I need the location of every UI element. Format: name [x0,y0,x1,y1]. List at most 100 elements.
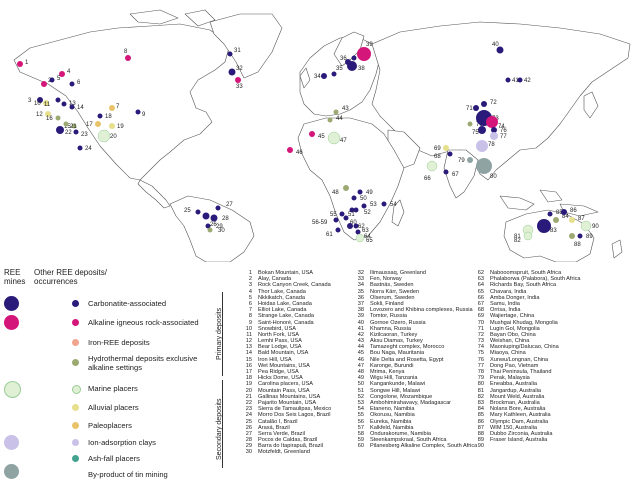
deposit-number: 55 [357,412,364,419]
deposit-name: Araxá, Brazil [258,424,290,431]
legend-mine-ion-swatch [4,435,19,450]
deposit-name: Wigu Hill, Tanzania [370,375,418,382]
other-deposits-heading: Other REE deposits/ occurrences [34,268,107,286]
deposit-number: 90 [477,443,484,450]
deposit-list-item: 66 Amba Donger, India [470,295,580,301]
deposit-name: Mrima, Kenya [370,369,405,375]
deposit-name: Steenkampskraal, South Africa [370,437,447,444]
deposit-number: 43 [357,338,364,345]
deposit-name: Nkkikatch, Canada [258,294,305,301]
deposit-list-item: 30 Motzfeldt, Greenland [238,449,331,455]
deposit-map-label: 66 [424,176,431,182]
legend-label-paleoplacers: Paleoplacers [88,421,132,430]
deposit-number: 48 [357,369,364,375]
deposit-list-item: 14 Bald Mountain, USA [238,350,331,356]
deposit-marker [43,100,49,106]
deposit-list-item: 69 Wajiertage, China [470,313,580,319]
deposit-map-label: 74 [498,124,505,130]
deposit-map-label: 45 [318,134,325,140]
primary-bracket [222,292,223,376]
deposit-marker [353,207,359,213]
deposit-marker [202,212,210,220]
deposit-map-label: 9 [142,112,146,118]
deposit-marker [37,97,43,103]
deposit-map-label: 78 [488,142,495,148]
primary-deposits-label: Primary deposits [216,307,223,360]
deposit-name: Mushgai Khudag, Mongolia [490,319,558,326]
deposit-number: 54 [357,406,364,413]
deposit-list-item: 56 Eureka, Namibia [350,419,477,425]
land-outlines [13,9,631,262]
deposit-number: 86 [477,418,484,425]
deposit-marker [537,219,551,233]
deposit-number: 34 [357,282,364,289]
deposit-number: 88 [477,430,484,437]
deposit-list-item: 72 Bayan Obo, China [470,332,580,338]
deposit-marker [476,140,488,152]
deposit-list-item: 17 Pea Ridge, USA [238,369,331,375]
deposit-number: 68 [477,307,484,314]
deposit-marker [351,195,357,201]
deposit-map-label: 42 [524,78,531,84]
deposit-marker [45,111,51,117]
deposit-number: 12 [245,338,252,345]
legend-other-alkaline-swatch [72,319,79,326]
deposit-name: Norra Kärr, Sweden [370,288,420,295]
deposit-number: 9 [248,319,252,326]
deposit-map-label: 23 [81,132,88,138]
deposit-marker [569,217,575,223]
deposit-marker [69,81,75,87]
deposit-map-label: 82 [514,238,521,244]
deposit-marker [59,71,65,77]
deposit-map-label: 52 [364,210,371,216]
deposit-number: 7 [248,307,252,314]
deposit-number: 66 [477,294,484,301]
deposit-marker [77,145,83,151]
deposit-map-label: 43 [342,106,349,112]
deposit-list-item: 57 Kalkfeld, Namibia [350,425,477,431]
legend-other-ashfall-swatch [72,455,79,462]
deposit-list-item: 54 Etaneno, Namibia [350,406,477,412]
deposit-name: Gallinas Mountains, USA [258,393,321,400]
deposit-number: 13 [245,344,252,351]
deposit-name: Chavara, India [490,288,527,295]
deposit-number: 27 [245,430,252,437]
legend-other-alluvial-swatch [72,404,79,411]
deposit-list-item: 90 [470,443,580,449]
deposit-name: Bald Mountain, USA [258,350,309,357]
deposit-map-label: 19 [117,124,124,130]
deposit-marker [321,73,327,79]
deposit-marker [55,97,61,103]
deposit-marker [309,131,315,137]
deposit-number: 41 [357,325,364,332]
deposit-marker [481,101,487,107]
deposit-name: Fen, Norway [370,276,402,283]
deposit-name: Alay, Canada [258,276,292,283]
deposit-marker [61,101,67,107]
deposit-map-label: 16 [46,116,53,122]
deposit-map-label: 11 [44,102,51,108]
legend-mine-carbonatite-swatch [4,296,19,311]
deposit-name: Mountain Pass, USA [258,387,310,394]
deposit-number: 72 [477,331,484,338]
deposit-marker [496,46,504,54]
deposit-marker [95,121,101,127]
deposit-name: Bou Naga, Mauritania [370,350,425,357]
deposit-number: 56 [357,418,364,425]
deposit-map-label: 83 [550,228,557,234]
deposit-list-item: 45 Bou Naga, Mauritania [350,350,477,356]
deposit-marker [109,105,115,111]
deposit-list-item: 4 Thor Lake, Canada [238,289,331,295]
deposit-name: Sierra de Tamaulipas, Mexico [258,406,332,413]
deposit-number: 84 [477,406,484,413]
deposit-map-label: 90 [592,224,599,230]
deposit-marker [327,131,341,145]
deposit-name: Barra do Itapirapuã, Brazil [258,443,323,450]
deposit-map-label: 8 [124,49,128,55]
deposit-marker [443,145,449,151]
deposit-name: Kizilcaoran, Turkey [370,331,418,338]
legend-other-carbonatite-swatch [72,300,79,307]
deposit-list-item: 73 Weishan, China [470,338,580,344]
deposit-marker [97,129,111,143]
deposit-name: Sokli, Finland [370,300,404,307]
